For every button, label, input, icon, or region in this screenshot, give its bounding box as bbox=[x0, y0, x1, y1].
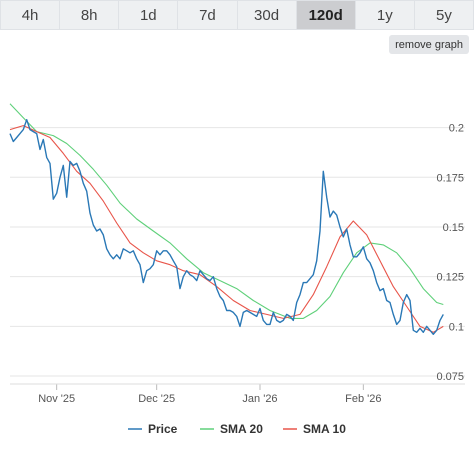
y-tick-label: 0.075 bbox=[436, 371, 464, 383]
sma-10-line bbox=[9, 125, 444, 333]
price-line bbox=[9, 118, 444, 335]
x-tick-label: Feb '26 bbox=[345, 393, 381, 405]
tab-7d[interactable]: 7d bbox=[178, 0, 238, 30]
tab-5y[interactable]: 5y bbox=[414, 0, 474, 30]
y-tick-label: 0.1 bbox=[449, 321, 464, 333]
legend-label: SMA 20 bbox=[220, 422, 263, 436]
timeframe-tabs: 4h 8h 1d 7d 30d 120d 1y 5y bbox=[0, 0, 474, 30]
grid-lines bbox=[10, 127, 465, 377]
legend-label: SMA 10 bbox=[303, 422, 346, 436]
x-tick-label: Jan '26 bbox=[242, 393, 277, 405]
y-tick-label: 0.125 bbox=[436, 272, 464, 284]
x-tick-label: Nov '25 bbox=[38, 393, 75, 405]
y-axis-ticks: 0.075 0.1 0.125 0.15 0.175 0.2 bbox=[436, 123, 464, 383]
y-tick-label: 0.15 bbox=[443, 222, 464, 234]
tab-8h[interactable]: 8h bbox=[60, 0, 120, 30]
x-axis-ticks: Nov '25 Dec '25 Jan '26 Feb '26 bbox=[10, 383, 465, 405]
legend-label: Price bbox=[148, 422, 178, 436]
tab-120d[interactable]: 120d bbox=[296, 0, 356, 30]
x-tick-label: Dec '25 bbox=[138, 393, 175, 405]
tab-1y[interactable]: 1y bbox=[355, 0, 415, 30]
remove-graph-button[interactable]: remove graph bbox=[389, 35, 469, 54]
series-lines bbox=[9, 103, 444, 335]
tab-4h[interactable]: 4h bbox=[0, 0, 61, 30]
sma-20-line bbox=[9, 103, 444, 319]
tab-30d[interactable]: 30d bbox=[237, 0, 297, 30]
y-tick-label: 0.175 bbox=[436, 172, 464, 184]
tab-1d[interactable]: 1d bbox=[119, 0, 179, 30]
legend: Price SMA 20 SMA 10 bbox=[128, 422, 346, 436]
y-tick-label: 0.2 bbox=[449, 123, 464, 135]
